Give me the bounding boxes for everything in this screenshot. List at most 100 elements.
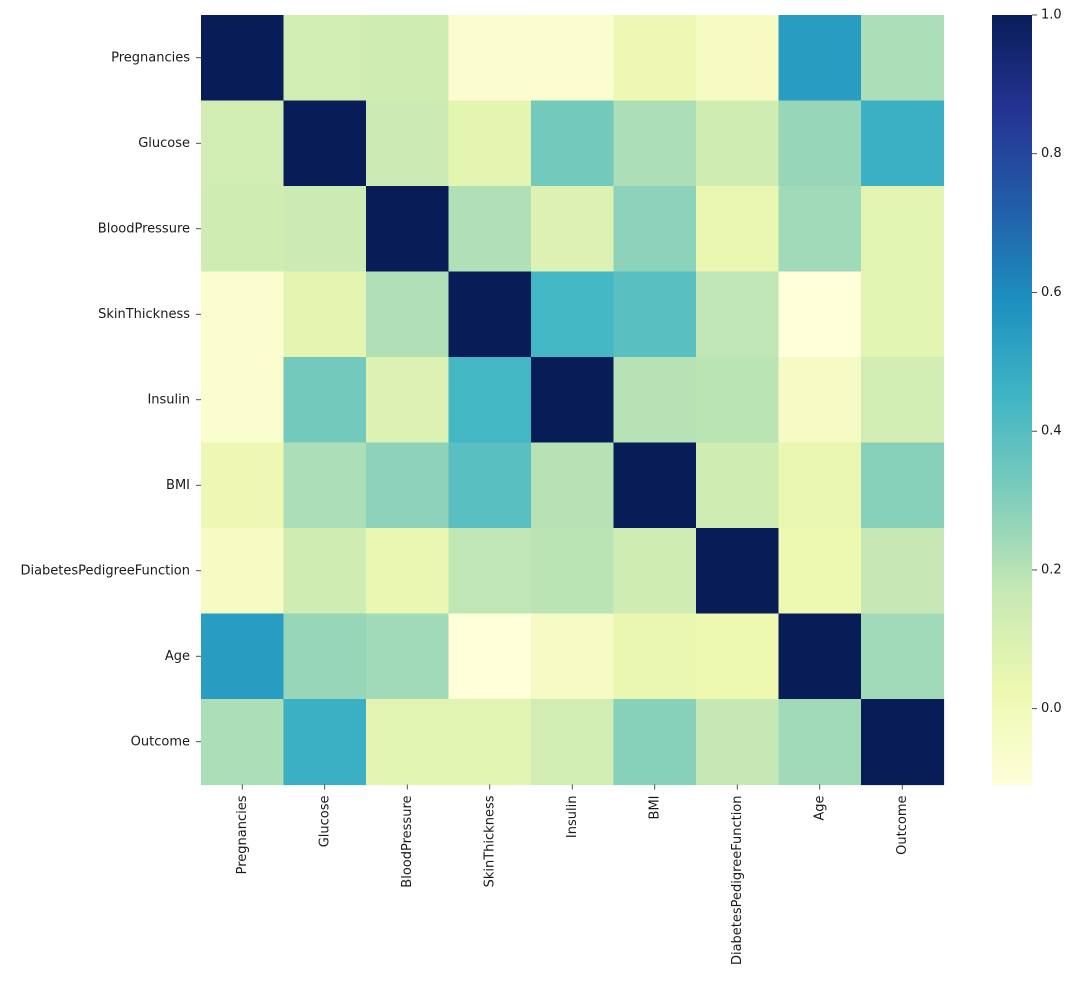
x-tick-label: Outcome	[895, 796, 910, 855]
heatmap-cell	[778, 613, 862, 700]
colorbar-tick-label: 0.6	[1041, 285, 1062, 300]
heatmap-cell	[696, 613, 780, 700]
x-tick-label: SkinThickness	[482, 795, 497, 887]
heatmap-cells	[201, 15, 945, 786]
heatmap-cell	[201, 699, 285, 786]
heatmap-cell	[861, 100, 945, 187]
colorbar-gradient	[992, 15, 1032, 785]
heatmap-cell	[861, 442, 945, 529]
heatmap-cell	[283, 186, 367, 273]
heatmap-cell	[366, 699, 450, 786]
y-tick-label: Age	[165, 649, 190, 664]
heatmap-cell	[861, 271, 945, 358]
heatmap-cell	[366, 528, 450, 615]
y-tick-labels: Pregnancies Glucose BloodPressure SkinThick…	[20, 50, 201, 749]
heatmap-cell	[531, 15, 615, 102]
heatmap-cell	[531, 613, 615, 700]
heatmap-cell	[448, 271, 532, 358]
y-tick-label: DiabetesPedigreeFunction	[20, 563, 190, 578]
heatmap-cell	[448, 100, 532, 187]
heatmap-cell	[861, 15, 945, 102]
heatmap-cell	[696, 186, 780, 273]
heatmap-cell	[613, 271, 697, 358]
heatmap-cell	[201, 528, 285, 615]
heatmap-cell	[448, 15, 532, 102]
heatmap-cell	[613, 528, 697, 615]
heatmap-cell	[531, 186, 615, 273]
heatmap-cell	[531, 442, 615, 529]
y-tick-label: BloodPressure	[98, 221, 190, 236]
heatmap-cell	[201, 357, 285, 444]
heatmap-cell	[696, 699, 780, 786]
x-tick-label: Insulin	[565, 796, 580, 839]
heatmap-cell	[366, 357, 450, 444]
heatmap-cell	[696, 15, 780, 102]
heatmap-cell	[201, 100, 285, 187]
x-tick-label: DiabetesPedigreeFunction	[730, 796, 745, 966]
heatmap-cell	[778, 186, 862, 273]
x-tick-label: Age	[812, 796, 827, 821]
heatmap-cell	[696, 528, 780, 615]
y-tick-label: Outcome	[131, 734, 190, 749]
heatmap-cell	[201, 271, 285, 358]
heatmap-cell	[613, 15, 697, 102]
heatmap-cell	[283, 699, 367, 786]
y-tick-label: Pregnancies	[111, 50, 190, 65]
heatmap-cell	[861, 613, 945, 700]
x-tick-label: BMI	[647, 796, 662, 820]
heatmap-cell	[531, 357, 615, 444]
heatmap-cell	[448, 699, 532, 786]
heatmap-cell	[778, 100, 862, 187]
heatmap-cell	[613, 699, 697, 786]
heatmap-cell	[531, 271, 615, 358]
heatmap-cell	[283, 15, 367, 102]
heatmap-cell	[778, 15, 862, 102]
heatmap-cell	[201, 442, 285, 529]
heatmap-cell	[366, 15, 450, 102]
heatmap-cell	[531, 528, 615, 615]
heatmap-cell	[696, 100, 780, 187]
heatmap-cell	[613, 186, 697, 273]
y-tick-label: BMI	[166, 478, 190, 493]
heatmap-cell	[201, 613, 285, 700]
heatmap-cell	[861, 186, 945, 273]
x-tick-label: Glucose	[317, 795, 332, 847]
colorbar-tick-label: 1.0	[1041, 8, 1062, 23]
heatmap-cell	[696, 271, 780, 358]
x-tick-label: BloodPressure	[400, 796, 415, 888]
y-tick-label: Glucose	[138, 136, 190, 151]
heatmap-cell	[696, 442, 780, 529]
heatmap-cell	[448, 613, 532, 700]
heatmap-cell	[778, 528, 862, 615]
heatmap-cell	[366, 100, 450, 187]
heatmap-cell	[861, 528, 945, 615]
heatmap-cell	[201, 186, 285, 273]
heatmap-cell	[201, 15, 285, 102]
heatmap-cell	[448, 442, 532, 529]
heatmap-cell	[366, 186, 450, 273]
colorbar-tick-label: 0.0	[1041, 701, 1062, 716]
colorbar-ticks: 1.0 0.8 0.6 0.4 0.2 0.0	[1032, 8, 1062, 716]
colorbar: 1.0 0.8 0.6 0.4 0.2 0.0	[992, 8, 1062, 785]
heatmap-cell	[531, 100, 615, 187]
y-tick-label: SkinThickness	[98, 307, 190, 322]
heatmap-cell	[366, 271, 450, 358]
heatmap-cell	[861, 699, 945, 786]
heatmap-cell	[696, 357, 780, 444]
heatmap-cell	[283, 271, 367, 358]
heatmap-cell	[448, 186, 532, 273]
heatmap-cell	[366, 442, 450, 529]
heatmap-cell	[448, 357, 532, 444]
heatmap-cell	[283, 613, 367, 700]
heatmap-cell	[778, 699, 862, 786]
colorbar-tick-label: 0.2	[1041, 562, 1062, 577]
heatmap-cell	[283, 100, 367, 187]
heatmap-cell	[861, 357, 945, 444]
heatmap-cell	[778, 271, 862, 358]
heatmap-cell	[283, 357, 367, 444]
heatmap-cell	[613, 442, 697, 529]
heatmap-cell	[448, 528, 532, 615]
x-tick-labels: Pregnancies Glucose BloodPressure SkinThick…	[235, 784, 910, 966]
heatmap-cell	[613, 357, 697, 444]
